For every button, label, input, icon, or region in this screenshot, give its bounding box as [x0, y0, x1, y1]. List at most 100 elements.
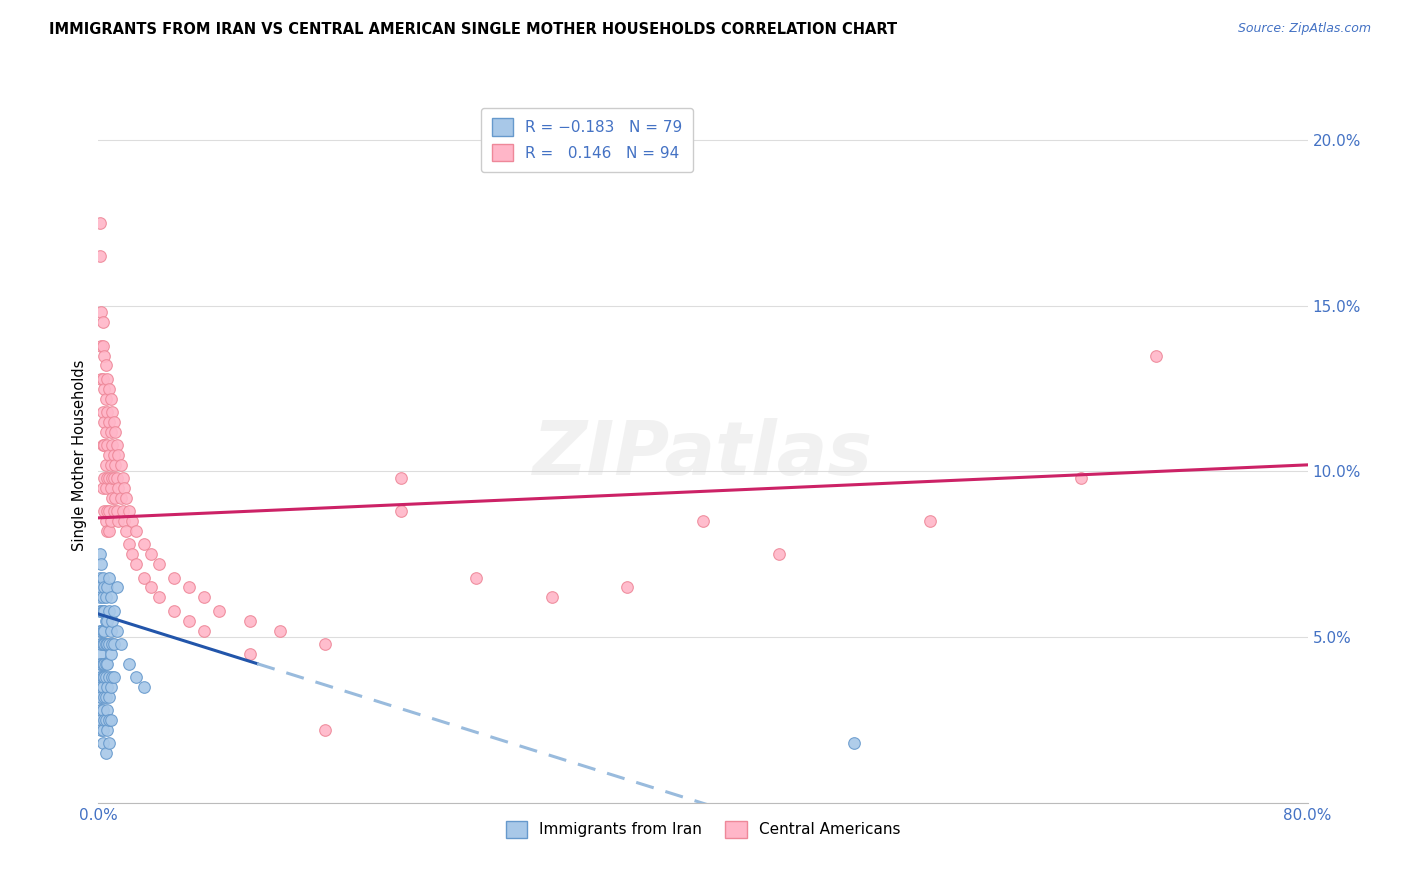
Point [94, 359, 117, 373]
Point [100, 392, 122, 406]
Point [389, 471, 412, 485]
Point [93, 713, 115, 727]
Point [132, 680, 155, 694]
Point [90, 680, 112, 694]
Point [93, 382, 115, 396]
Legend: Immigrants from Iran, Central Americans: Immigrants from Iran, Central Americans [496, 812, 910, 847]
Point [89, 570, 111, 584]
Point [141, 547, 163, 561]
Point [89, 604, 111, 618]
Point [94, 514, 117, 528]
Point [100, 647, 122, 661]
Point [121, 547, 143, 561]
Point [89, 647, 111, 661]
Point [89, 547, 111, 561]
Point [91, 680, 114, 694]
Point [91, 637, 114, 651]
Point [98, 670, 121, 684]
Point [94, 392, 117, 406]
Point [93, 670, 115, 684]
Point [111, 471, 134, 485]
Point [91, 315, 114, 329]
Point [389, 504, 412, 518]
Point [132, 537, 155, 551]
Point [91, 670, 114, 684]
Point [118, 657, 141, 671]
Point [107, 448, 129, 462]
Point [105, 624, 128, 638]
Point [96, 405, 118, 419]
Point [96, 524, 118, 538]
Point [121, 514, 143, 528]
Point [107, 481, 129, 495]
Point [100, 680, 122, 694]
Point [104, 425, 127, 439]
Point [1070, 471, 1092, 485]
Point [269, 624, 291, 638]
Point [93, 504, 115, 518]
Point [110, 637, 132, 651]
Point [125, 524, 148, 538]
Point [148, 591, 170, 605]
Point [90, 338, 112, 352]
Point [89, 637, 111, 651]
Point [93, 657, 115, 671]
Point [90, 703, 112, 717]
Point [96, 504, 118, 518]
Point [101, 614, 124, 628]
Point [110, 458, 132, 472]
Point [89, 657, 111, 671]
Point [100, 624, 122, 638]
Point [90, 657, 112, 671]
Point [114, 491, 136, 505]
Point [93, 415, 115, 429]
Point [103, 471, 125, 485]
Point [179, 614, 201, 628]
Point [540, 591, 562, 605]
Point [105, 504, 128, 518]
Point [90, 690, 112, 704]
Point [112, 514, 135, 528]
Point [96, 680, 118, 694]
Point [90, 670, 112, 684]
Point [105, 581, 128, 595]
Point [91, 657, 114, 671]
Point [101, 637, 124, 651]
Point [96, 637, 118, 651]
Point [118, 504, 141, 518]
Point [101, 405, 124, 419]
Point [100, 514, 122, 528]
Point [163, 570, 186, 584]
Point [163, 604, 186, 618]
Point [91, 624, 114, 638]
Point [94, 657, 117, 671]
Point [91, 372, 114, 386]
Point [90, 624, 112, 638]
Point [91, 570, 114, 584]
Point [239, 614, 262, 628]
Point [90, 558, 112, 572]
Point [98, 736, 121, 750]
Point [101, 438, 124, 452]
Point [90, 604, 112, 618]
Point [96, 471, 118, 485]
Point [918, 514, 941, 528]
Text: Source: ZipAtlas.com: Source: ZipAtlas.com [1237, 22, 1371, 36]
Point [90, 305, 112, 319]
Point [105, 438, 128, 452]
Point [90, 581, 112, 595]
Point [89, 216, 111, 230]
Point [96, 614, 118, 628]
Point [91, 703, 114, 717]
Point [125, 558, 148, 572]
Point [96, 723, 118, 737]
Point [98, 637, 121, 651]
Point [90, 372, 112, 386]
Point [94, 481, 117, 495]
Point [616, 581, 638, 595]
Point [93, 471, 115, 485]
Point [844, 736, 866, 750]
Point [90, 713, 112, 727]
Point [94, 591, 117, 605]
Point [114, 524, 136, 538]
